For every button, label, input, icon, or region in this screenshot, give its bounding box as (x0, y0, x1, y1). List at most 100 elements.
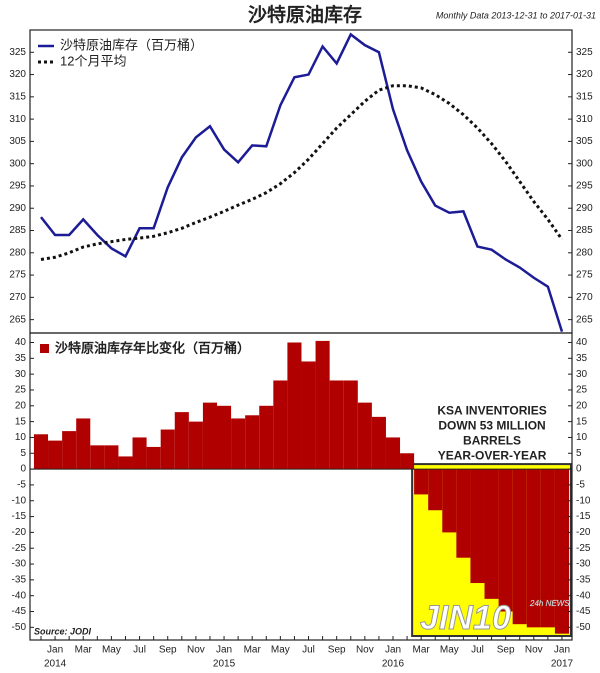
chart-title: 沙特原油库存 (248, 3, 362, 26)
y-tick-label-right: 30 (576, 369, 588, 380)
bar (174, 412, 189, 470)
x-tick-label: Jul (133, 645, 146, 656)
x-tick-label: Mar (75, 645, 93, 656)
year-label: 2016 (382, 659, 405, 670)
legend-label: 沙特原油库存年比变化（百万桶） (55, 340, 250, 355)
bar (202, 402, 217, 470)
bar (245, 415, 260, 470)
y-tick-label: -30 (12, 559, 27, 570)
bar (132, 437, 147, 470)
y-tick-label-right: 10 (576, 432, 588, 443)
y-tick-label-right: -50 (576, 622, 591, 633)
y-tick-label-right: -45 (576, 606, 591, 617)
y-tick-label: -5 (17, 480, 26, 491)
bar (48, 440, 63, 470)
bar (385, 437, 401, 470)
y-tick-label-right: -15 (576, 511, 591, 522)
bar (371, 416, 386, 470)
y-tick-label: 265 (9, 314, 26, 325)
bar (62, 431, 77, 470)
y-tick-label-right: -20 (576, 527, 591, 538)
y-tick-label: 285 (9, 225, 26, 236)
y-tick-label: 270 (9, 292, 26, 303)
bar (33, 434, 49, 470)
bar (470, 469, 485, 584)
x-tick-label: May (102, 645, 121, 656)
y-tick-label-right: 300 (576, 158, 593, 169)
y-tick-label-right: 15 (576, 416, 588, 427)
y-tick-label-right: 20 (576, 400, 588, 411)
x-tick-label: Sep (159, 645, 177, 656)
y-tick-label: 30 (15, 369, 27, 380)
y-tick-label-right: 325 (576, 47, 593, 58)
bar (428, 469, 443, 511)
annotation: KSA INVENTORIES (437, 403, 546, 417)
y-tick-label: -25 (12, 543, 27, 554)
x-tick-label: Jul (471, 645, 484, 656)
y-tick-label-right: 285 (576, 225, 593, 236)
y-tick-label: 325 (9, 47, 26, 58)
y-tick-label: 10 (15, 432, 27, 443)
y-tick-label: -15 (12, 511, 27, 522)
bar (104, 445, 119, 470)
y-tick-label: -50 (12, 622, 27, 633)
x-tick-label: Jul (302, 645, 315, 656)
y-tick-label-right: -30 (576, 559, 591, 570)
y-tick-label: 315 (9, 91, 26, 102)
y-tick-label-right: 320 (576, 69, 593, 80)
y-tick-label-right: -10 (576, 495, 591, 506)
y-tick-label-right: 270 (576, 292, 593, 303)
watermark-sub: 24h NEWS (529, 599, 570, 608)
chart-subtitle: Monthly Data 2013-12-31 to 2017-01-31 (436, 10, 596, 20)
y-tick-label: 320 (9, 69, 26, 80)
y-tick-label-right: 290 (576, 203, 593, 214)
y-tick-label: -35 (12, 575, 27, 586)
bar (484, 469, 499, 599)
year-label: 2014 (44, 659, 67, 670)
x-tick-label: May (271, 645, 290, 656)
x-tick-label: May (440, 645, 459, 656)
y-tick-label: 305 (9, 136, 26, 147)
y-tick-label-right: 40 (576, 337, 588, 348)
bar (400, 453, 415, 470)
bar (540, 469, 555, 628)
bar (231, 418, 246, 470)
bar (343, 380, 358, 470)
y-tick-label-right: 315 (576, 91, 593, 102)
bar (315, 340, 330, 470)
y-tick-label-right: -35 (576, 575, 591, 586)
y-tick-label-right: 280 (576, 247, 593, 258)
y-tick-label: 40 (15, 337, 27, 348)
x-tick-label: Sep (328, 645, 346, 656)
y-tick-label: 20 (15, 400, 27, 411)
source: Source: JODI (34, 626, 92, 636)
y-tick-label-right: 305 (576, 136, 593, 147)
year-label: 2015 (213, 659, 236, 670)
bar (329, 380, 344, 470)
bar (76, 418, 91, 470)
y-tick-label-right: 35 (576, 353, 588, 364)
legend-swatch (40, 344, 49, 353)
y-tick-label: 290 (9, 203, 26, 214)
x-tick-label: Mar (413, 645, 431, 656)
x-tick-label: Nov (356, 645, 374, 656)
y-tick-label-right: 275 (576, 270, 593, 281)
bar (146, 446, 161, 470)
y-tick-label: 280 (9, 247, 26, 258)
x-tick-label: Nov (187, 645, 205, 656)
x-tick-label: Nov (525, 645, 543, 656)
y-tick-label-right: 25 (576, 385, 588, 396)
series-line (40, 32, 564, 333)
bar (217, 405, 232, 470)
bar (442, 469, 457, 533)
x-tick-label: Jan (47, 645, 63, 656)
bar (188, 421, 203, 470)
y-tick-label-right: -5 (576, 480, 585, 491)
y-tick-label: -45 (12, 606, 27, 617)
y-tick-label: -10 (12, 495, 27, 506)
watermark: JIN10 (420, 599, 511, 637)
y-tick-label: 275 (9, 270, 26, 281)
bar (526, 469, 541, 628)
bar (357, 402, 372, 470)
